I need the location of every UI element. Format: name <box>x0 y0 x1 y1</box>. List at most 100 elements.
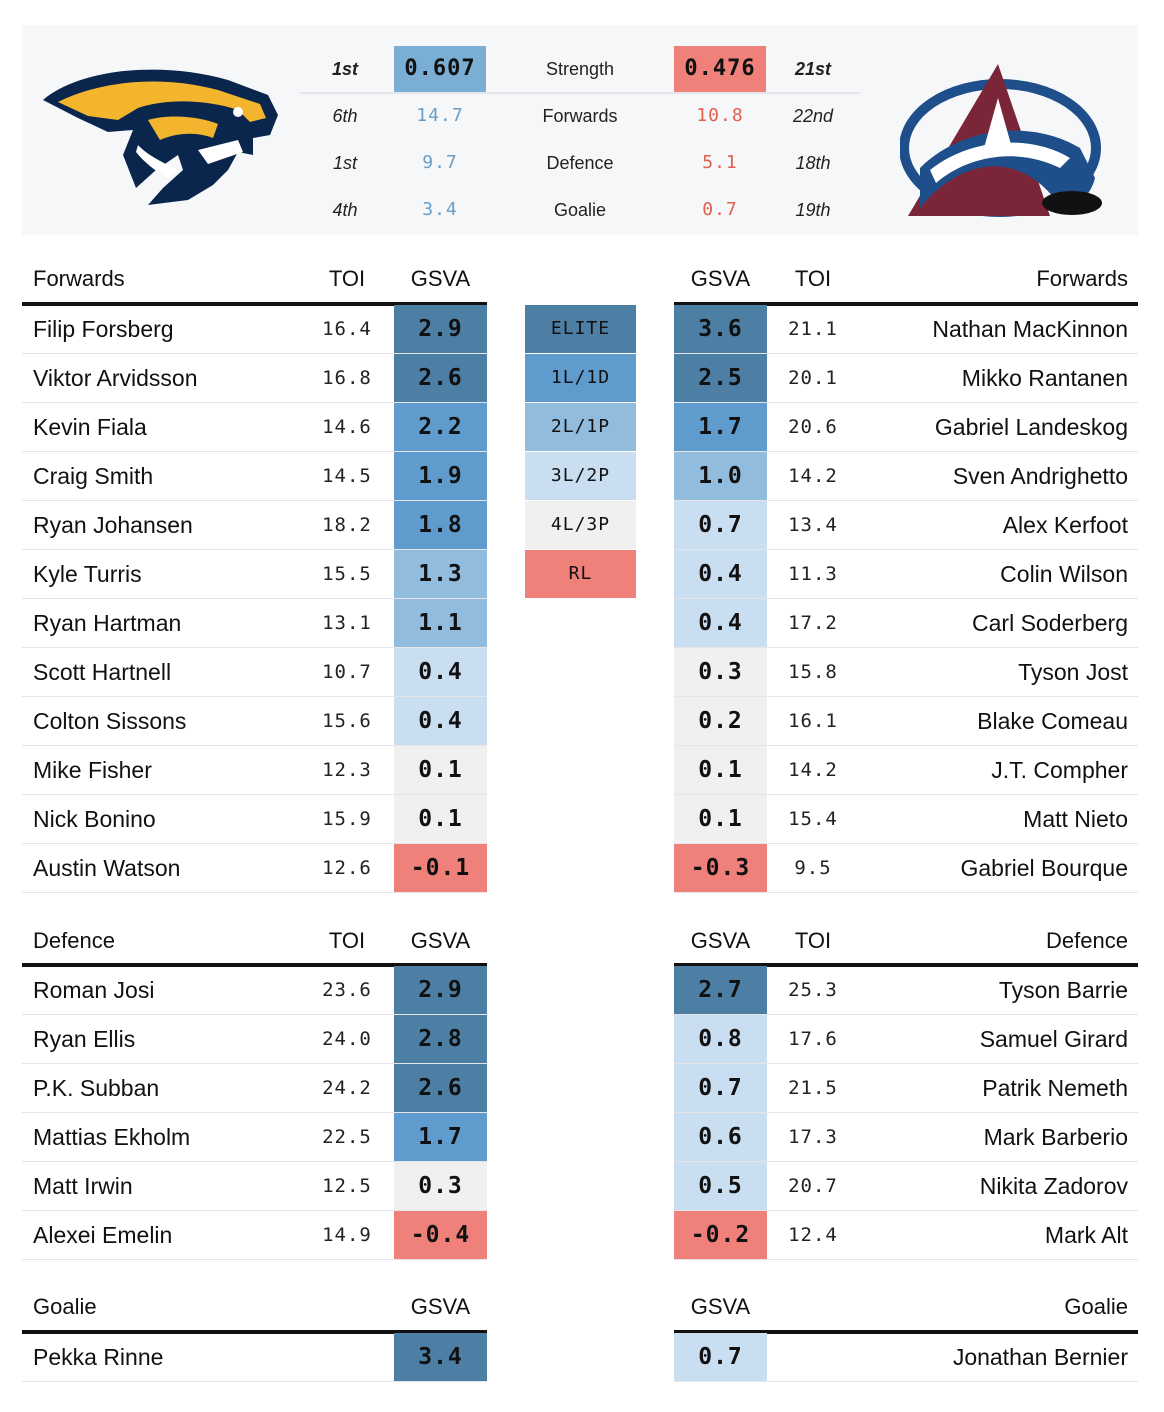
toi-value: 20.6 <box>788 416 838 438</box>
home-defence-toi-header: TOI <box>328 928 366 953</box>
toi-value: 24.0 <box>322 1028 372 1050</box>
summary-row: 1st 9.7 Defence 5.1 18th <box>300 140 860 186</box>
player-name: Kyle Turris <box>33 561 142 587</box>
home-goalie-rule <box>22 1330 487 1334</box>
gsva-value: 1.7 <box>394 1113 487 1161</box>
gsva-value: 0.1 <box>394 795 487 843</box>
gsva-value: -0.2 <box>674 1211 767 1259</box>
home-value: 14.7 <box>416 105 464 126</box>
player-row: Pekka Rinne 3.4 <box>22 1333 487 1382</box>
player-name: Kevin Fiala <box>33 414 147 440</box>
gsva-value: 3.4 <box>394 1333 487 1381</box>
gsva-value: -0.3 <box>674 844 767 892</box>
player-row: Matt Irwin 12.5 0.3 <box>22 1162 487 1211</box>
player-name: Scott Hartnell <box>33 659 172 685</box>
gsva-value: 0.3 <box>394 1162 487 1210</box>
away-goalie-rule <box>674 1330 1138 1334</box>
legend-item-l1: 1L/1D <box>525 354 636 403</box>
home-value: 3.4 <box>422 199 458 220</box>
legend-item-l2: 2L/1P <box>525 403 636 452</box>
gsva-value: 0.7 <box>674 1333 767 1381</box>
gsva-value: 2.9 <box>394 305 487 353</box>
player-name: Patrik Nemeth <box>982 1075 1128 1101</box>
toi-value: 15.9 <box>322 808 372 830</box>
away-value: 10.8 <box>696 105 744 126</box>
toi-value: 14.6 <box>322 416 372 438</box>
player-name: Austin Watson <box>33 855 181 881</box>
toi-value: 16.8 <box>322 367 372 389</box>
home-rank: 1st <box>331 59 358 79</box>
away-defence-toi-header: TOI <box>794 928 832 953</box>
player-row: Tyson Barrie 25.3 2.7 <box>674 966 1138 1015</box>
gsva-value: 0.4 <box>394 697 487 745</box>
gsva-value: 1.3 <box>394 550 487 598</box>
home-value: 0.607 <box>394 46 486 92</box>
player-name: Filip Forsberg <box>33 316 174 342</box>
player-name: Tyson Jost <box>1018 659 1128 685</box>
player-name: Tyson Barrie <box>998 977 1128 1003</box>
away-value: 0.7 <box>702 199 738 220</box>
player-name: Sven Andrighetto <box>952 463 1128 489</box>
player-name: Mark Barberio <box>983 1124 1128 1150</box>
player-name: Nick Bonino <box>33 806 156 832</box>
player-row: Alex Kerfoot 13.4 0.7 <box>674 501 1138 550</box>
player-name: Alexei Emelin <box>33 1222 173 1248</box>
gsva-value: 0.3 <box>674 648 767 696</box>
player-row: Mikko Rantanen 20.1 2.5 <box>674 354 1138 403</box>
gsva-value: 0.4 <box>394 648 487 696</box>
away-goalie-header: Goalie <box>1064 1294 1128 1319</box>
player-name: Nikita Zadorov <box>979 1173 1128 1199</box>
toi-value: 12.6 <box>322 857 372 879</box>
avalanche-logo-icon <box>899 58 1105 223</box>
toi-value: 20.7 <box>788 1175 838 1197</box>
player-name: Colton Sissons <box>33 708 187 734</box>
player-name: Jonathan Bernier <box>952 1344 1128 1370</box>
gsva-value: 2.8 <box>394 1015 487 1063</box>
home-value: 9.7 <box>422 152 458 173</box>
toi-value: 10.7 <box>322 661 372 683</box>
player-row: Viktor Arvidsson 16.8 2.6 <box>22 354 487 403</box>
player-row: Gabriel Bourque 9.5 -0.3 <box>674 844 1138 893</box>
toi-value: 21.1 <box>788 318 838 340</box>
toi-value: 17.2 <box>788 612 838 634</box>
player-name: Gabriel Bourque <box>960 855 1129 881</box>
toi-value: 17.3 <box>788 1126 838 1148</box>
gsva-value: 0.8 <box>674 1015 767 1063</box>
toi-value: 9.5 <box>794 857 832 879</box>
away-defence-rule <box>674 963 1138 967</box>
player-row: Patrik Nemeth 21.5 0.7 <box>674 1064 1138 1113</box>
gsva-value: -0.1 <box>394 844 487 892</box>
gsva-value: 0.1 <box>394 746 487 794</box>
away-forwards-gsva-header: GSVA <box>690 266 751 291</box>
toi-value: 22.5 <box>322 1126 372 1148</box>
legend-item-elite: ELITE <box>525 305 636 354</box>
gsva-value: 0.4 <box>674 599 767 647</box>
player-row: Filip Forsberg 16.4 2.9 <box>22 305 487 354</box>
player-row: Kevin Fiala 14.6 2.2 <box>22 403 487 452</box>
player-row: Sven Andrighetto 14.2 1.0 <box>674 452 1138 501</box>
player-name: Matt Irwin <box>33 1173 133 1199</box>
home-forwards-toi-header: TOI <box>328 266 366 291</box>
home-forwards-rule <box>22 302 487 306</box>
gsva-value: 2.5 <box>674 354 767 402</box>
toi-value: 12.5 <box>322 1175 372 1197</box>
gsva-value: 1.7 <box>674 403 767 451</box>
player-name: Ryan Hartman <box>33 610 182 636</box>
gsva-value: 3.6 <box>674 305 767 353</box>
summary-label: Forwards <box>542 106 618 126</box>
gsva-value: 0.5 <box>674 1162 767 1210</box>
toi-value: 14.9 <box>322 1224 372 1246</box>
player-name: Ryan Johansen <box>33 512 193 538</box>
player-row: Colin Wilson 11.3 0.4 <box>674 550 1138 599</box>
player-row: Mark Alt 12.4 -0.2 <box>674 1211 1138 1260</box>
toi-value: 25.3 <box>788 979 838 1001</box>
away-defence-header: Defence <box>1046 928 1128 953</box>
player-row: J.T. Compher 14.2 0.1 <box>674 746 1138 795</box>
gsva-value: 2.6 <box>394 1064 487 1112</box>
away-forwards-toi-header: TOI <box>794 266 832 291</box>
toi-value: 23.6 <box>322 979 372 1001</box>
player-row: Mike Fisher 12.3 0.1 <box>22 746 487 795</box>
player-row: Carl Soderberg 17.2 0.4 <box>674 599 1138 648</box>
toi-value: 14.5 <box>322 465 372 487</box>
gsva-value: 2.7 <box>674 966 767 1014</box>
